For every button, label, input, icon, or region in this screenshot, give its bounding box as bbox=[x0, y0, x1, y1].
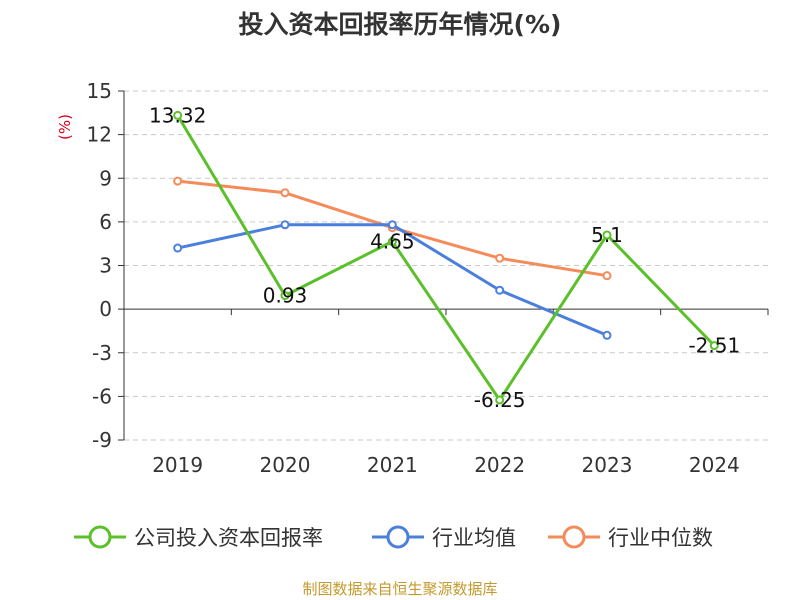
x-tick-label: 2021 bbox=[367, 453, 418, 477]
data-point bbox=[602, 271, 612, 281]
data-point bbox=[495, 395, 505, 405]
y-tick-label: 9 bbox=[99, 166, 112, 190]
x-tick-label: 2023 bbox=[582, 453, 633, 477]
x-tick-label: 2020 bbox=[260, 453, 311, 477]
data-point bbox=[602, 330, 612, 340]
y-tick-label: -3 bbox=[92, 341, 112, 365]
legend-item[interactable]: 公司投入资本回报率 bbox=[74, 525, 323, 550]
data-label: 0.93 bbox=[263, 284, 308, 308]
data-label: 4.65 bbox=[370, 230, 415, 254]
series-line bbox=[176, 114, 716, 402]
series-lines bbox=[173, 110, 719, 405]
legend-item[interactable]: 行业均值 bbox=[372, 525, 516, 550]
data-label: -6.25 bbox=[474, 388, 526, 412]
legend-label: 行业均值 bbox=[432, 526, 516, 550]
data-label: 13.32 bbox=[149, 103, 206, 127]
legend-marker-icon bbox=[88, 525, 112, 549]
axes: 15 12 9 6 3 0 -3 -6 -9 2019 2020 2021 2022 2023 2024 bbox=[87, 79, 769, 477]
y-tick-label: -6 bbox=[92, 384, 112, 408]
data-point bbox=[387, 220, 397, 230]
legend-label: 公司投入资本回报率 bbox=[134, 526, 323, 550]
data-point bbox=[280, 291, 290, 301]
x-tick-label: 2019 bbox=[152, 453, 203, 477]
legend: 公司投入资本回报率 行业均值 行业中位数 bbox=[74, 525, 713, 550]
y-tick-label: 3 bbox=[99, 254, 112, 278]
y-tick-label: 12 bbox=[87, 123, 112, 147]
data-point bbox=[495, 285, 505, 295]
legend-label: 行业中位数 bbox=[608, 526, 713, 550]
data-label: -2.51 bbox=[688, 334, 740, 358]
data-labels: 13.32 0.93 4.65 -6.25 5.1 -2.51 bbox=[149, 103, 740, 412]
y-axis-label: (%) bbox=[56, 114, 74, 140]
y-tick-label: 6 bbox=[99, 210, 112, 234]
grid-lines bbox=[124, 90, 768, 441]
y-tick-label: 0 bbox=[99, 297, 112, 321]
legend-marker-icon bbox=[386, 525, 410, 549]
legend-item[interactable]: 行业中位数 bbox=[548, 525, 713, 550]
chart-title: 投入资本回报率历年情况(%) bbox=[239, 10, 562, 39]
data-point bbox=[280, 188, 290, 198]
y-tick-label: -9 bbox=[92, 428, 112, 452]
legend-marker-icon bbox=[562, 525, 586, 549]
data-point bbox=[173, 176, 183, 186]
x-tick-label: 2022 bbox=[474, 453, 525, 477]
data-point bbox=[173, 243, 183, 253]
data-point bbox=[495, 253, 505, 263]
data-point bbox=[602, 230, 612, 240]
x-tick-label: 2024 bbox=[689, 453, 740, 477]
source-note: 制图数据来自恒生聚源数据库 bbox=[302, 580, 497, 598]
data-point bbox=[280, 220, 290, 230]
data-point bbox=[387, 237, 397, 247]
data-point bbox=[173, 110, 183, 120]
y-tick-label: 15 bbox=[87, 79, 112, 103]
data-label: 5.1 bbox=[591, 223, 623, 247]
data-point bbox=[709, 341, 719, 351]
